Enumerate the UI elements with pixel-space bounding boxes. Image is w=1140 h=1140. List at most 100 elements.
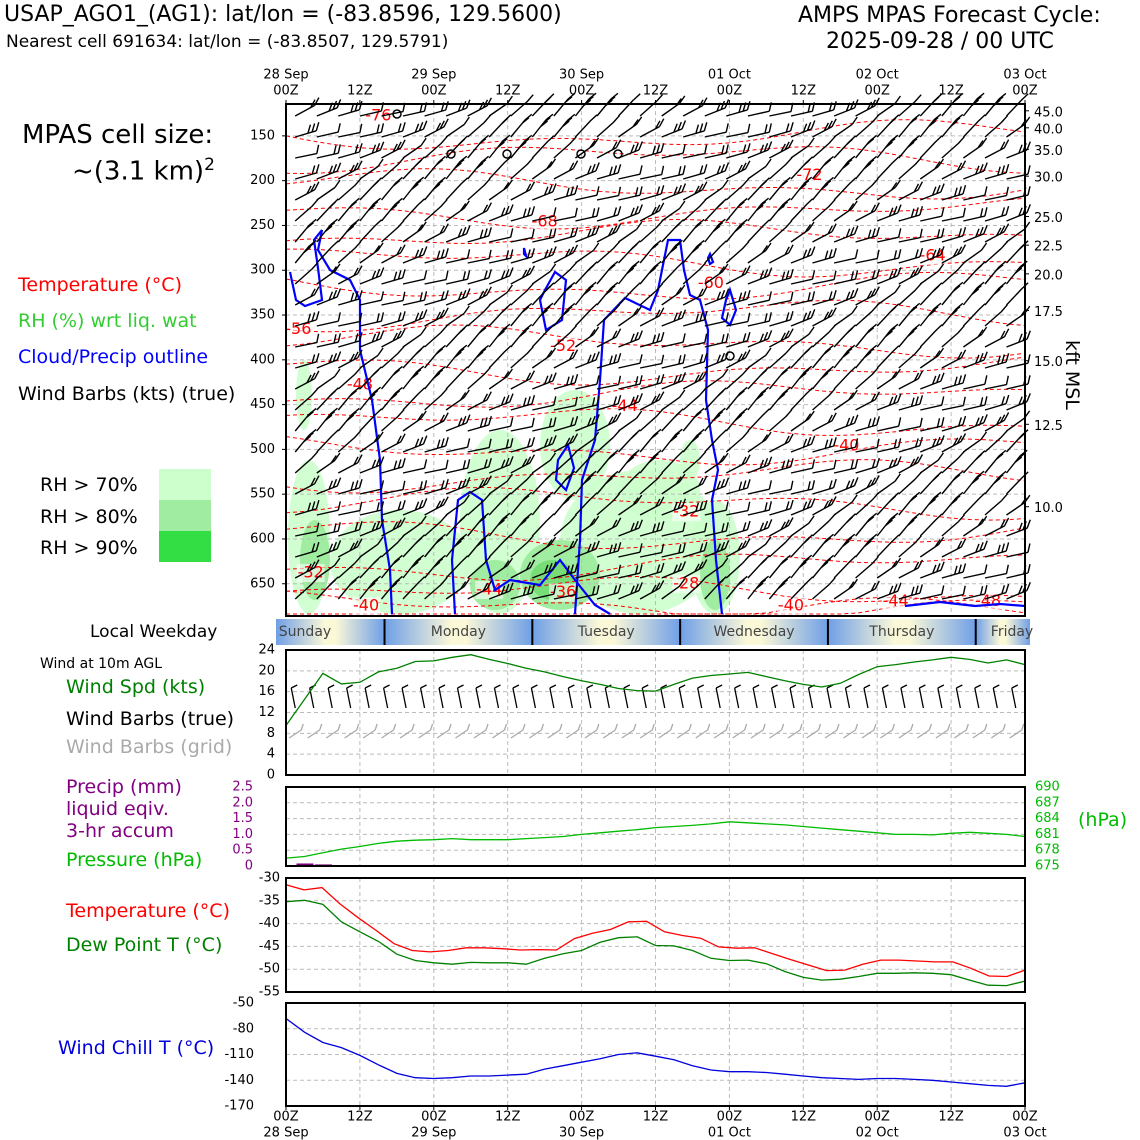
wind-barb <box>963 225 988 243</box>
wind-barb <box>812 496 837 516</box>
pressure-tick-label: 400 <box>250 352 275 367</box>
wind-barb <box>618 221 643 243</box>
temperature-label-bg <box>696 274 725 293</box>
temperature-label-bg <box>881 592 910 611</box>
wind-barb <box>747 555 770 579</box>
wind-barb <box>380 575 403 600</box>
surface-wind-barb-grid <box>898 723 914 739</box>
wind-barb <box>574 470 597 495</box>
wind-barb <box>467 202 493 222</box>
wind-barb <box>553 185 579 201</box>
wind-barb <box>488 134 511 159</box>
wind-barb <box>618 582 643 600</box>
wind-barb <box>941 227 967 243</box>
wind-barb <box>553 302 576 327</box>
wind-barb <box>510 323 533 348</box>
wind-barb <box>790 459 816 474</box>
temperature-label-bg <box>672 574 701 593</box>
wind-barb <box>294 370 320 390</box>
wind-barb <box>574 303 598 327</box>
cloud-outline-path <box>538 270 568 332</box>
wind-barb <box>445 155 468 180</box>
surface-wind-barb-grid <box>325 723 341 739</box>
temperature-contour-label: -44 <box>612 396 638 415</box>
wind-barb <box>661 372 687 390</box>
chill-tick-label: -50 <box>233 996 254 1011</box>
wind-barb <box>812 248 837 264</box>
wind-barb <box>553 136 577 159</box>
top-time-label: 12Z <box>495 84 521 99</box>
wind-barb <box>984 92 1007 117</box>
wind-barb <box>682 475 708 495</box>
temperature-frame <box>285 877 1026 993</box>
wind-barb <box>877 228 902 243</box>
wind-barb <box>1006 564 1031 579</box>
wind-barb <box>532 561 557 579</box>
wind-barb <box>725 241 750 264</box>
wind-barb <box>963 137 988 159</box>
wind-panel-title: Wind at 10m AGL <box>40 656 163 672</box>
wind-barb <box>898 94 922 117</box>
wind-barb <box>294 218 317 243</box>
wind-barb <box>639 374 665 390</box>
wind-barb <box>811 533 834 558</box>
wind-barb <box>941 396 966 411</box>
wind-barb <box>424 344 446 369</box>
wind-barb <box>445 270 471 285</box>
wind-speed-line <box>285 654 1026 726</box>
surface-wind-barb-true <box>290 684 298 709</box>
wind-barb <box>790 176 813 201</box>
wind-barb <box>725 265 751 285</box>
chill-tick-label: -140 <box>224 1073 254 1088</box>
wind-barb <box>876 473 901 495</box>
wind-barb <box>962 303 986 327</box>
wind-barb <box>338 501 363 516</box>
wind-barb <box>704 452 729 474</box>
wind-barb <box>876 512 899 537</box>
temp-tick-label: -30 <box>259 871 280 886</box>
wind-barb <box>898 228 923 243</box>
surface-wind-barb-true <box>752 684 760 709</box>
cycle-title: AMPS MPAS Forecast Cycle: <box>798 3 1101 28</box>
wind-barb <box>639 562 665 579</box>
wind-barb <box>725 197 748 222</box>
temperature-label-bg <box>475 581 504 600</box>
wind-barb <box>445 533 468 558</box>
wind-barb <box>812 223 837 243</box>
wind-barb <box>855 323 877 348</box>
surface-wind-barb-grid <box>473 723 489 739</box>
wind-barb <box>488 557 514 579</box>
wind-barb <box>833 116 858 138</box>
wind-barb <box>316 540 342 558</box>
wind-barb <box>768 220 793 243</box>
wind-barb <box>510 491 533 516</box>
wind-barb <box>790 221 815 243</box>
wind-barb <box>295 522 320 537</box>
wind-barb <box>769 499 794 516</box>
cloud-outline-path <box>720 286 738 327</box>
wind-barb <box>963 564 988 579</box>
wind-barb <box>488 393 514 411</box>
top-time-label: 12Z <box>347 84 373 99</box>
temperature-panel <box>285 878 1026 992</box>
wind-barb <box>295 333 320 348</box>
temperature-contour-label: -44 <box>476 580 502 599</box>
wind-barb <box>919 263 945 285</box>
wind-barb <box>316 477 342 495</box>
wind-barb <box>941 451 965 474</box>
wind-barb <box>445 494 470 516</box>
wind-barb <box>704 368 729 390</box>
wind-barb <box>920 396 945 411</box>
wind-barb <box>338 290 363 306</box>
wind-barb <box>682 370 708 390</box>
wind-barb <box>338 143 363 159</box>
wind-barb <box>704 387 727 411</box>
wind-barb <box>402 498 428 516</box>
bottom-time-label: 00Z <box>717 1110 743 1125</box>
weekday-label: Tuesday <box>577 624 635 640</box>
wind-barb <box>639 428 662 453</box>
wind-barb <box>811 155 834 180</box>
wind-barb <box>596 206 622 222</box>
wind-barb <box>316 179 341 201</box>
